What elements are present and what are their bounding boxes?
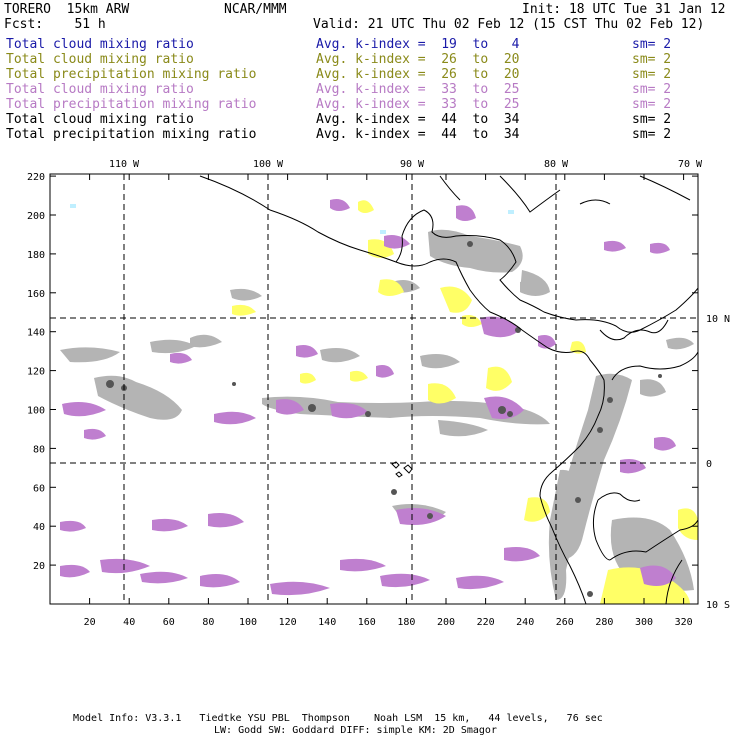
x-tick-label: 200: [437, 617, 455, 628]
cloud-cyan-layer: [70, 204, 514, 234]
x-tick-label: 20: [84, 617, 96, 628]
axis-labels: 20 40 60 80 100 120 140 160 180 200 220 240 260 280 30…: [27, 159, 730, 628]
init-time: Init: 18 UTC Tue 31 Jan 12: [522, 2, 726, 17]
legend-sm: sm= 2: [632, 97, 672, 112]
y-tick-label: 60: [33, 483, 45, 494]
legend-sm: sm= 2: [632, 112, 672, 127]
y-tick-label: 160: [27, 289, 45, 300]
x-tick-label: 80: [202, 617, 214, 628]
x-tick-label: 320: [675, 617, 693, 628]
legend-sm: sm= 2: [632, 37, 672, 52]
legend-field: Total precipitation mixing ratio: [6, 67, 257, 82]
legend-sm: sm= 2: [632, 82, 672, 97]
y-tick-label: 200: [27, 211, 45, 222]
x-tick-label: 120: [279, 617, 297, 628]
y-tick-label: 180: [27, 250, 45, 261]
y-tick-label: 100: [27, 406, 45, 417]
latitude-label: 10 N: [706, 314, 730, 325]
legend-kindex: Avg. k-index = 33 to 25: [316, 82, 520, 97]
legend-kindex: Avg. k-index = 33 to 25: [316, 97, 520, 112]
center-name: NCAR/MMM: [224, 2, 287, 17]
latitude-label: 10 S: [706, 600, 730, 611]
legend-sm: sm= 2: [632, 52, 672, 67]
longitude-label: 110 W: [109, 159, 140, 170]
x-tick-label: 300: [635, 617, 653, 628]
legend-field: Total precipitation mixing ratio: [6, 127, 257, 142]
x-tick-label: 220: [477, 617, 495, 628]
physics-info: LW: Godd SW: Goddard DIFF: simple KM: 2D…: [214, 725, 497, 736]
x-tick-label: 140: [318, 617, 336, 628]
y-tick-label: 80: [33, 444, 45, 455]
x-tick-label: 240: [516, 617, 534, 628]
axis-ticks: [50, 174, 698, 604]
cloud-purple-layer: [60, 199, 676, 596]
y-tick-label: 40: [33, 522, 45, 533]
x-tick-label: 160: [358, 617, 376, 628]
legend-kindex: Avg. k-index = 19 to 4: [316, 37, 520, 52]
y-tick-label: 120: [27, 367, 45, 378]
longitude-label: 90 W: [400, 159, 425, 170]
legend-field: Total precipitation mixing ratio: [6, 97, 257, 112]
x-tick-label: 40: [123, 617, 135, 628]
legend-field: Total cloud mixing ratio: [6, 52, 194, 67]
model-info: Model Info: V3.3.1 Tiedtke YSU PBL Thomp…: [73, 713, 603, 724]
x-tick-label: 60: [163, 617, 175, 628]
latitude-label: 0: [706, 459, 712, 470]
legend-kindex: Avg. k-index = 44 to 34: [316, 127, 520, 142]
legend-kindex: Avg. k-index = 26 to 20: [316, 52, 520, 67]
x-tick-label: 100: [239, 617, 257, 628]
legend-field: Total cloud mixing ratio: [6, 112, 194, 127]
legend-kindex: Avg. k-index = 44 to 34: [316, 112, 520, 127]
valid-time: Valid: 21 UTC Thu 02 Feb 12 (15 CST Thu …: [313, 17, 705, 32]
x-tick-label: 280: [595, 617, 613, 628]
legend-kindex: Avg. k-index = 26 to 20: [316, 67, 520, 82]
longitude-label: 100 W: [253, 159, 284, 170]
x-tick-label: 260: [556, 617, 574, 628]
legend-sm: sm= 2: [632, 127, 672, 142]
longitude-label: 70 W: [678, 159, 703, 170]
forecast-hour: Fcst: 51 h: [4, 17, 106, 32]
legend-field: Total cloud mixing ratio: [6, 82, 194, 97]
legend-field: Total cloud mixing ratio: [6, 37, 194, 52]
plot-frame: [49, 173, 699, 605]
model-title: TORERO 15km ARW: [4, 2, 130, 17]
y-tick-label: 20: [33, 561, 45, 572]
cloud-dark-layer: [106, 241, 662, 597]
y-tick-label: 220: [27, 172, 45, 183]
cloud-field-layer: [60, 199, 698, 604]
lat-lon-grid: [50, 174, 698, 604]
y-tick-label: 140: [27, 328, 45, 339]
x-tick-label: 180: [397, 617, 415, 628]
legend-sm: sm= 2: [632, 67, 672, 82]
longitude-label: 80 W: [544, 159, 569, 170]
